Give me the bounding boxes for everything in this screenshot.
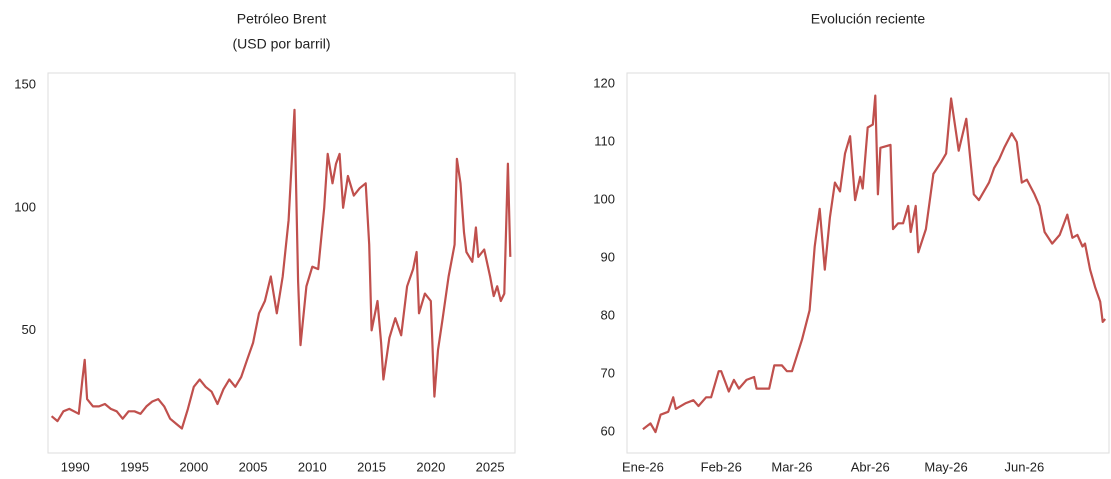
x-tick-label: 2010	[298, 459, 327, 474]
y-tick-label: 80	[601, 308, 615, 323]
x-tick-label: Mar-26	[771, 459, 812, 474]
x-tick-label: Ene-26	[622, 459, 664, 474]
y-tick-label: 100	[14, 199, 36, 214]
x-tick-label: 2020	[416, 459, 445, 474]
y-tick-label: 70	[601, 366, 615, 381]
x-tick-label: 2025	[476, 459, 505, 474]
x-tick-label: May-26	[924, 459, 967, 474]
x-tick-label: 2015	[357, 459, 386, 474]
plot-frame	[47, 72, 516, 454]
y-tick-label: 120	[593, 75, 615, 90]
y-tick-label: 90	[601, 250, 615, 265]
chart-title: Evolución reciente	[811, 11, 926, 27]
y-tick-label: 60	[601, 424, 615, 439]
x-tick-label: 1990	[61, 459, 90, 474]
y-tick-label: 50	[22, 322, 36, 337]
chart-title: Petróleo Brent	[237, 11, 327, 27]
x-tick-label: 2000	[179, 459, 208, 474]
x-tick-label: Abr-26	[851, 459, 890, 474]
y-tick-label: 100	[593, 191, 615, 206]
y-tick-label: 150	[14, 77, 36, 92]
x-tick-label: Feb-26	[701, 459, 742, 474]
x-tick-label: 1995	[120, 459, 149, 474]
chart-subtitle: (USD por barril)	[232, 36, 330, 52]
series-line	[642, 94, 1107, 434]
x-tick-label: 2005	[239, 459, 268, 474]
plot-frame	[626, 72, 1110, 454]
series-line	[50, 108, 512, 430]
x-tick-label: Jun-26	[1004, 459, 1044, 474]
y-tick-label: 110	[594, 133, 615, 148]
